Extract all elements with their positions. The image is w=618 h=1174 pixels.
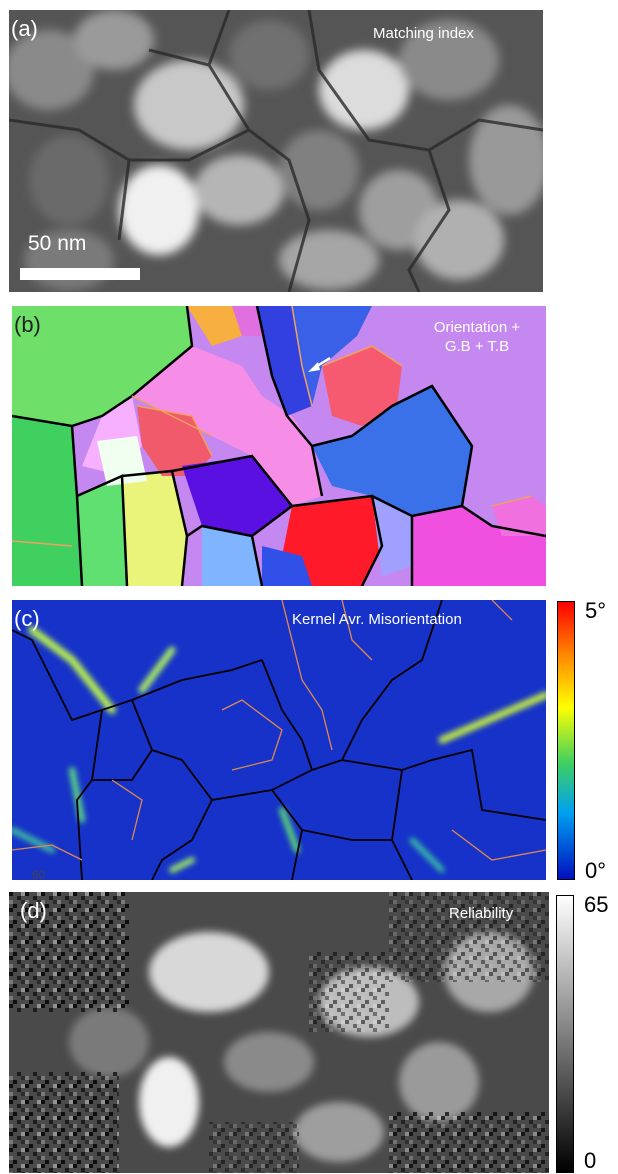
kam-colorbar-min-label: 0° xyxy=(585,858,607,883)
panel-c-label: (c) xyxy=(14,606,40,631)
panel-a-matching-index: (a) Matching index 50 nm xyxy=(9,10,543,292)
kam-colorbar xyxy=(557,601,575,880)
scale-bar xyxy=(20,268,140,280)
kam-colorbar-max-label: 5° xyxy=(585,598,607,623)
panel-a-label: (a) xyxy=(11,16,38,41)
scale-bar-label: 50 nm xyxy=(28,232,87,255)
kam-map-image xyxy=(12,600,546,880)
panel-b-title-line1: Orientation + xyxy=(433,319,521,336)
reliability-map-image xyxy=(9,892,549,1173)
panel-d-label: (d) xyxy=(20,898,47,923)
panel-b-title: Orientation + G.B + T.B xyxy=(412,318,542,356)
reliability-colorbar xyxy=(556,895,574,1173)
panel-b-orientation-map: (b) Orientation + G.B + T.B xyxy=(12,306,546,586)
panel-d-reliability-map: (d) Reliability xyxy=(9,892,549,1173)
reliability-colorbar-min-label: 0 xyxy=(584,1148,597,1173)
panel-a-title: Matching index xyxy=(373,25,474,42)
matching-index-image xyxy=(9,10,543,292)
panel-b-title-line2: G.B + T.B xyxy=(444,338,510,355)
panel-c-kam-map: (c) Kernel Avr. Misorientation xyxy=(12,600,546,880)
orientation-map-image xyxy=(12,306,546,586)
stray-text: 60 xyxy=(32,868,46,882)
panel-c-title: Kernel Avr. Misorientation xyxy=(292,611,462,628)
reliability-colorbar-max-label: 65 xyxy=(584,892,609,917)
panel-d-title: Reliability xyxy=(449,905,514,922)
panel-b-label: (b) xyxy=(14,312,41,337)
